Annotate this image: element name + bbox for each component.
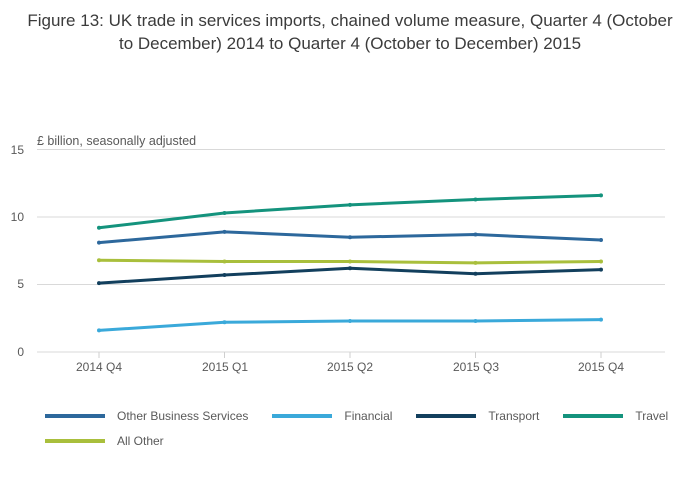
legend-label-all-other: All Other	[117, 433, 164, 448]
legend-item-other-business-services[interactable]: Other Business Services	[45, 409, 248, 423]
legend-item-transport[interactable]: Transport	[416, 409, 539, 423]
x-tick-label-2015-q4: 2015 Q4	[577, 360, 625, 374]
x-tick-label-2015-q3: 2015 Q3	[452, 360, 500, 374]
legend: Other Business Services Financial Transp…	[45, 408, 675, 458]
x-tick-label-2015-q1: 2015 Q1	[201, 360, 249, 374]
legend-label-transport: Transport	[488, 408, 540, 423]
y-axis-unit-label: £ billion, seasonally adjusted	[37, 134, 197, 148]
x-tick-label-2015-q2: 2015 Q2	[326, 360, 374, 374]
legend-swatch-other-business-services	[45, 413, 105, 418]
legend-label-travel: Travel	[635, 408, 669, 423]
legend-item-travel[interactable]: Travel	[563, 409, 668, 423]
y-tick-label-5: 5	[17, 277, 24, 291]
legend-swatch-all-other	[45, 438, 105, 443]
x-tick-label-2014-q4: 2014 Q4	[75, 360, 123, 374]
y-tick-label-10: 10	[10, 210, 24, 224]
y-tick-label-0: 0	[17, 345, 24, 359]
y-tick-label-15: 15	[10, 143, 24, 157]
legend-swatch-travel	[563, 413, 624, 418]
legend-label-other-business-services: Other Business Services	[117, 408, 249, 423]
legend-swatch-transport	[416, 413, 477, 418]
chart-title: Figure 13: UK trade in services imports,…	[27, 11, 673, 53]
legend-item-all-other[interactable]: All Other	[45, 434, 164, 448]
legend-row-1: Other Business Services Financial Transp…	[45, 408, 675, 423]
legend-swatch-financial	[272, 413, 333, 418]
legend-item-financial[interactable]: Financial	[272, 409, 392, 423]
legend-label-financial: Financial	[344, 408, 393, 423]
legend-row-2: All Other	[45, 433, 675, 448]
